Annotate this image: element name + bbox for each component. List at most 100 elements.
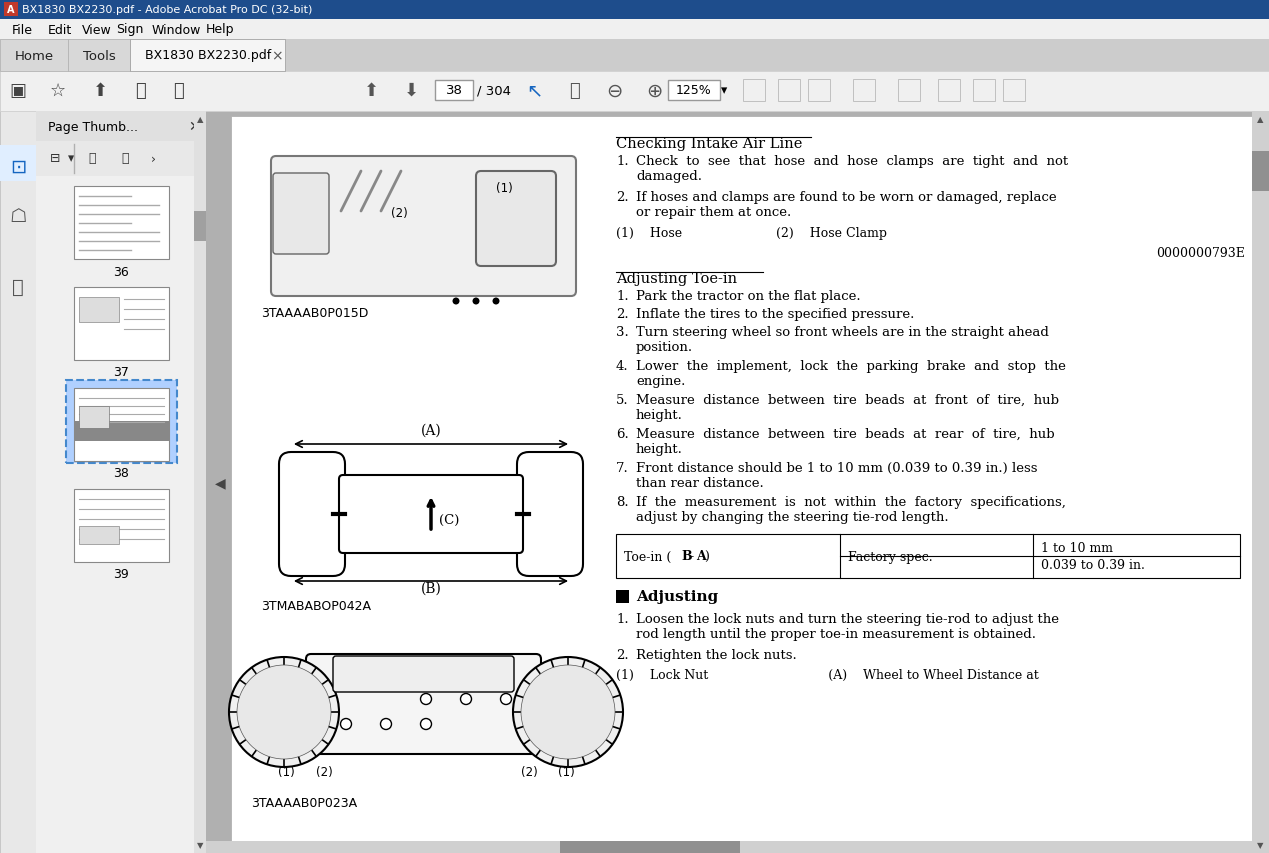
Bar [88,80,110,102]
Circle shape [453,299,459,305]
FancyBboxPatch shape [476,171,556,267]
Bar [615,590,629,603]
Bar [0,20,1269,40]
Circle shape [513,657,623,767]
Text: Window: Window [152,24,202,37]
Text: ✋: ✋ [570,82,580,100]
Text: Edit: Edit [48,24,72,37]
Bar [1003,80,1025,102]
Text: ⬆: ⬆ [93,82,108,100]
Text: (1)    Lock Nut                              (A)    Wheel to Wheel Distance at: (1) Lock Nut (A) Wheel to Wheel Distance… [615,668,1039,682]
Text: ▼: ▼ [197,840,203,850]
Text: (A): (A) [420,423,442,438]
Text: ▣: ▣ [9,82,27,100]
Text: 🖨: 🖨 [135,82,146,100]
Text: (2): (2) [522,765,538,778]
Text: ▾: ▾ [721,84,727,97]
Text: Front distance should be 1 to 10 mm (0.039 to 0.39 in.) less
than rear distance.: Front distance should be 1 to 10 mm (0.0… [636,461,1038,490]
Text: (1): (1) [496,182,513,194]
Circle shape [381,719,392,729]
FancyBboxPatch shape [279,452,345,577]
Bar [79,298,119,322]
Text: ☖: ☖ [9,207,27,226]
Text: Lower  the  implement,  lock  the  parking  brake  and  stop  the
engine.: Lower the implement, lock the parking br… [636,360,1066,387]
Text: 37: 37 [113,366,129,379]
Bar [560,841,740,853]
Bar [66,380,176,463]
Text: 3TMABABOP042A: 3TMABABOP042A [261,600,371,612]
Text: Loosen the lock nuts and turn the steering tie-rod to adjust the
rod length unti: Loosen the lock nuts and turn the steeri… [636,612,1060,641]
Text: Adjusting Toe-in: Adjusting Toe-in [615,272,737,286]
Bar [808,80,830,102]
Text: ⬆: ⬆ [363,82,378,100]
Circle shape [237,665,331,759]
Bar [0,0,1269,20]
Text: ✕: ✕ [188,120,199,134]
Bar [261,136,591,311]
Bar [6,80,28,102]
Text: Measure  distance  between  tire  beads  at  rear  of  tire,  hub
height.: Measure distance between tire beads at r… [636,427,1055,456]
Text: Help: Help [206,24,235,37]
Text: ▼: ▼ [1256,840,1263,850]
Text: 36: 36 [113,265,129,278]
Text: ⊡: ⊡ [10,157,27,177]
Text: If  the  measurement  is  not  within  the  factory  specifications,
adjust by c: If the measurement is not within the fac… [636,496,1066,524]
Circle shape [492,299,500,305]
Text: Retighten the lock nuts.: Retighten the lock nuts. [636,648,797,661]
Bar [36,142,206,177]
Text: Check  to  see  that  hose  and  hose  clamps  are  tight  and  not
damaged.: Check to see that hose and hose clamps a… [636,154,1068,183]
Text: 🔗: 🔗 [13,277,24,296]
Bar [74,421,169,442]
Text: 3.: 3. [615,326,628,339]
Text: Toe-in (: Toe-in ( [624,550,671,563]
Text: Measure  distance  between  tire  beads  at  front  of  tire,  hub
height.: Measure distance between tire beads at f… [636,393,1060,421]
Text: 1.: 1. [615,612,628,625]
Bar [615,534,1240,578]
Text: ⊖: ⊖ [605,81,622,101]
Text: A: A [695,550,706,563]
Text: 🔍: 🔍 [173,82,184,100]
Text: View: View [82,24,112,37]
Text: B: B [681,550,692,563]
Text: 1.: 1. [615,154,628,168]
Bar [778,80,799,102]
Text: 8.: 8. [615,496,628,508]
Bar [128,80,150,102]
Bar [898,80,920,102]
Text: 3TAAAAB0P015D: 3TAAAAB0P015D [261,306,368,320]
FancyBboxPatch shape [339,475,523,554]
Bar [129,40,286,72]
Text: Page Thumb...: Page Thumb... [48,120,138,133]
Bar [0,146,36,182]
Text: BX1830 BX2230.pdf - Adobe Acrobat Pro DC (32-bit): BX1830 BX2230.pdf - Adobe Acrobat Pro DC… [22,5,312,15]
Bar [853,80,876,102]
Bar [74,287,169,361]
Text: 38: 38 [113,467,129,480]
Text: 6.: 6. [615,427,628,440]
Text: 0000000793E: 0000000793E [1156,247,1245,259]
Text: 4.: 4. [615,360,628,373]
Circle shape [228,657,339,767]
Text: 2.: 2. [615,191,628,204]
Circle shape [522,665,615,759]
Circle shape [420,719,431,729]
Text: ⬇: ⬇ [404,82,419,100]
Text: ◀: ◀ [214,475,226,490]
Text: ▲: ▲ [1256,115,1263,125]
Bar [46,80,69,102]
Text: 2.: 2. [615,308,628,321]
Text: -: - [689,550,693,563]
Text: Tools: Tools [82,49,115,62]
Text: ): ) [704,550,709,563]
Bar [667,81,720,101]
Bar [206,841,1253,853]
Bar [4,3,18,17]
Text: ×: × [272,49,283,63]
Text: ›: › [151,153,156,165]
Bar [69,40,129,72]
Text: BX1830 BX2230.pdf: BX1830 BX2230.pdf [145,49,272,62]
Text: A: A [8,5,15,15]
Bar [74,389,169,461]
Text: / 304: / 304 [477,84,511,97]
Text: ▾: ▾ [69,153,75,165]
